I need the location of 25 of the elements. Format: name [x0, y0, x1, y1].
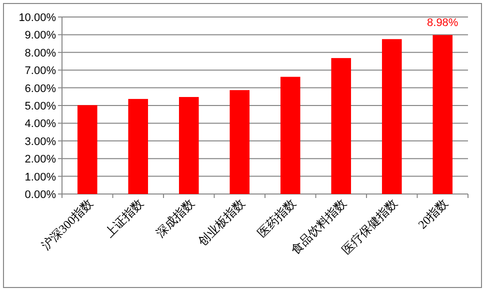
y-tick-label: 10.00%: [18, 12, 56, 24]
bar: [230, 90, 250, 194]
y-tick-label: 9.00%: [24, 30, 56, 42]
x-tick-label: 创业板指数: [195, 196, 248, 249]
bar: [178, 97, 199, 194]
x-tick-label: 20指数: [415, 196, 451, 232]
bar: [77, 105, 98, 194]
y-tick-label: 0.00%: [24, 189, 56, 201]
y-tick-label: 2.00%: [24, 154, 56, 166]
x-tick-label: 深成指数: [153, 196, 197, 240]
bar: [382, 39, 402, 194]
y-tick-label: 3.00%: [24, 136, 56, 148]
y-tick-label: 4.00%: [24, 118, 56, 130]
y-tick-label: 1.00%: [24, 171, 56, 184]
x-tick-label: 上证指数: [102, 196, 146, 240]
y-tick-label: 8.00%: [24, 47, 56, 60]
bar: [280, 76, 300, 194]
bar: [331, 58, 352, 194]
y-tick-label: 7.00%: [24, 65, 56, 78]
bar: [128, 98, 148, 194]
bar: [432, 35, 453, 194]
y-tick-label: 5.00%: [24, 100, 56, 112]
data-label: 8.98%: [427, 17, 458, 30]
y-tick-label: 6.00%: [24, 82, 56, 95]
x-tick-label: 医药指数: [254, 196, 298, 240]
